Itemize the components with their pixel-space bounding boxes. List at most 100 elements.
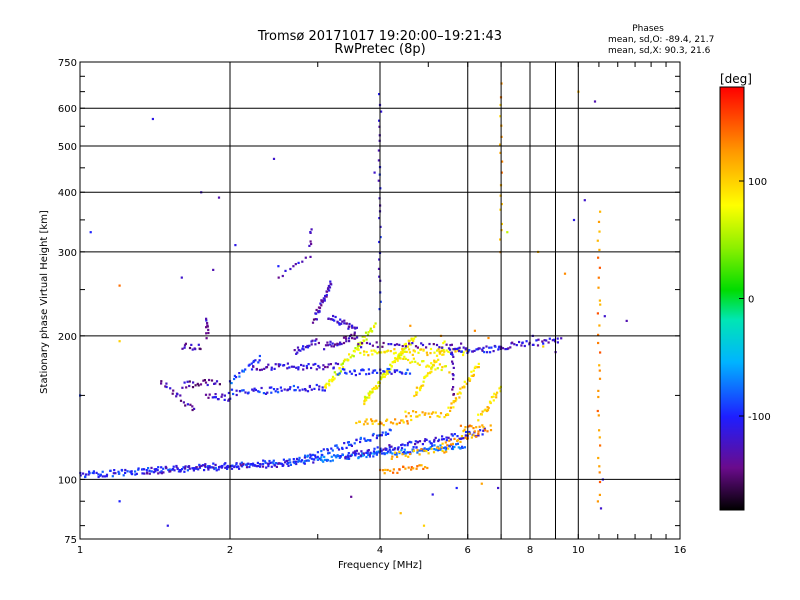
echo-point (393, 369, 396, 372)
echo-point (245, 466, 249, 469)
echo-point (369, 329, 372, 332)
echo-point (188, 384, 191, 388)
echo-point (334, 343, 337, 346)
echo-point (154, 470, 157, 473)
echo-point (258, 368, 262, 372)
y-axis-label: Stationary phase Virtual Height [km] (39, 210, 50, 394)
echo-point (295, 352, 298, 355)
echo-point (391, 448, 395, 451)
echo-point (426, 364, 429, 367)
echo-point (406, 422, 409, 425)
echo-point (499, 115, 502, 118)
echo-point (263, 460, 266, 463)
echo-point (364, 420, 367, 423)
echo-point (358, 420, 361, 423)
echo-point (353, 370, 356, 373)
echo-point (431, 366, 434, 369)
echo-point (307, 459, 310, 462)
echo-point (189, 403, 192, 406)
echo-point (84, 473, 88, 476)
echo-point (496, 391, 499, 394)
echo-point (425, 448, 429, 451)
echo-point (444, 446, 447, 449)
echo-point (157, 472, 160, 475)
echo-point (427, 452, 430, 455)
echo-point (270, 391, 273, 394)
echo-point (482, 426, 485, 429)
echo-point (389, 363, 392, 366)
echo-point (238, 390, 242, 393)
echo-point (396, 455, 399, 458)
echo-point (386, 367, 389, 371)
echo-point (160, 466, 163, 469)
echo-point (362, 423, 366, 426)
echo-point (341, 362, 344, 365)
echo-point (302, 345, 305, 348)
echo-point (208, 465, 211, 468)
echo-point (361, 335, 364, 338)
echo-point (328, 451, 331, 454)
echo-point (468, 424, 472, 427)
echo-point (348, 325, 351, 328)
echo-point (224, 466, 227, 469)
echo-point (295, 457, 299, 460)
echo-point (415, 446, 418, 449)
echo-point (596, 312, 599, 315)
echo-point (583, 199, 586, 202)
echo-point (393, 370, 396, 374)
echo-point (473, 430, 476, 433)
echo-point (314, 454, 317, 457)
echo-point (422, 467, 425, 470)
echo-point (406, 442, 410, 445)
echo-point (333, 319, 336, 322)
stats-line-o: mean, sd,O: -89.4, 21.7 (608, 35, 714, 45)
echo-point (368, 396, 371, 399)
y-axis-ticks: 75 100 200 300 400 500 600 750 (58, 58, 680, 546)
echo-point (390, 457, 393, 460)
echo-point (330, 455, 333, 458)
echo-point (436, 367, 439, 370)
echo-point (489, 401, 492, 404)
echo-point (408, 440, 411, 443)
echo-point (214, 466, 217, 469)
echo-point (412, 357, 415, 360)
echo-point (385, 371, 388, 374)
echo-point (302, 348, 305, 351)
echo-point (350, 444, 353, 447)
echo-point (265, 466, 268, 469)
echo-point (208, 393, 211, 396)
echo-point (301, 388, 304, 391)
echo-point (160, 470, 163, 473)
echo-point (112, 472, 115, 475)
echo-point (270, 386, 273, 389)
echo-point (597, 256, 600, 259)
echo-point (372, 450, 376, 453)
echo-point (120, 468, 123, 472)
echo-point (598, 493, 601, 496)
echo-point (401, 352, 404, 355)
echo-point (380, 449, 383, 453)
echo-point (288, 366, 291, 369)
echo-point (359, 436, 362, 439)
echo-point (377, 384, 381, 388)
echo-point (205, 337, 208, 340)
ionogram-echo-points (79, 82, 628, 527)
echo-point (315, 308, 318, 312)
echo-point (472, 427, 475, 430)
echo-point (468, 349, 471, 352)
echo-point (319, 458, 323, 461)
echo-point (598, 377, 602, 380)
echo-point (599, 303, 602, 306)
echo-point (442, 349, 445, 352)
echo-point (465, 382, 468, 385)
echo-point (226, 464, 229, 468)
echo-point (456, 435, 459, 438)
echo-point (321, 454, 324, 457)
echo-point (443, 340, 446, 343)
echo-point (313, 387, 316, 390)
echo-point (477, 366, 480, 369)
echo-point (468, 379, 471, 382)
echo-point (401, 372, 404, 375)
echo-point (388, 371, 391, 374)
echo-point (308, 244, 311, 247)
